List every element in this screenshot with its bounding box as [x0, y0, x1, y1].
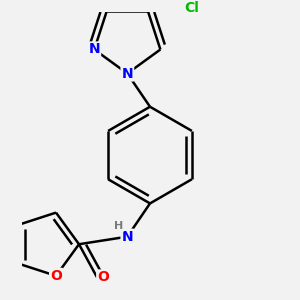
Text: Cl: Cl — [184, 1, 199, 15]
Text: H: H — [114, 221, 124, 231]
Text: O: O — [50, 269, 62, 283]
Text: N: N — [88, 43, 100, 56]
Text: N: N — [122, 67, 133, 80]
Text: O: O — [97, 271, 109, 284]
Text: N: N — [122, 230, 133, 244]
